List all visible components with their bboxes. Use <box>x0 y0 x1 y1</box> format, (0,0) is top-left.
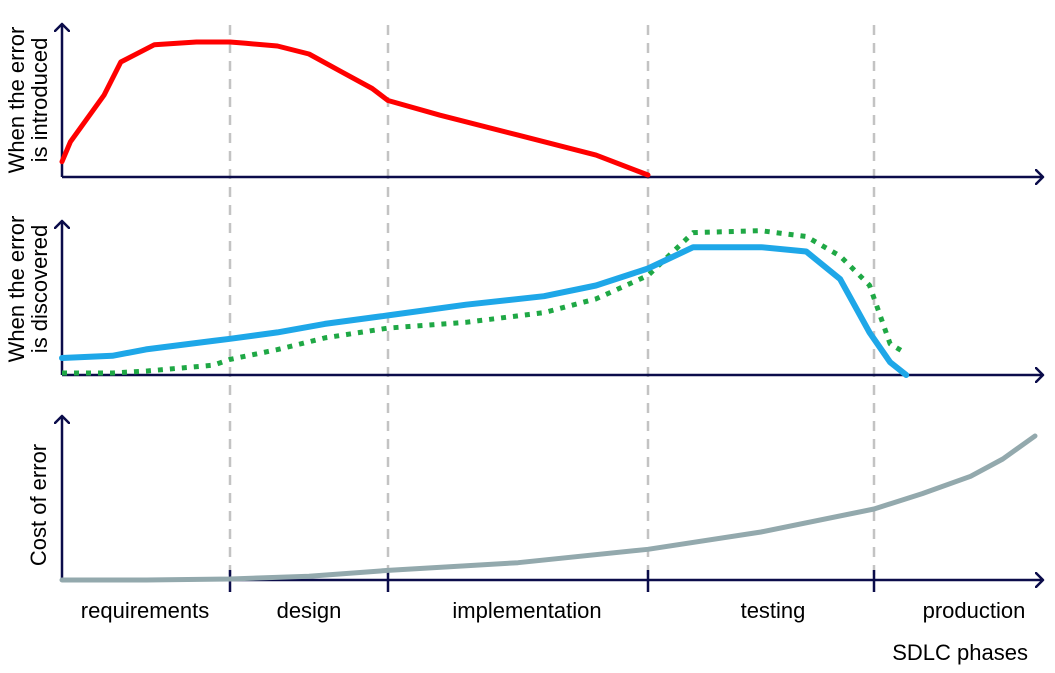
middle-ylabel-line1: When the error <box>4 216 29 363</box>
middle-ylabel-line2: is discovered <box>27 225 52 353</box>
error-discovered-solid-line <box>59 244 910 378</box>
error-introduced-line <box>59 39 651 178</box>
phase-label-implementation: implementation <box>452 598 601 623</box>
top-ylabel-line1: When the error <box>4 27 29 174</box>
phase-label-production: production <box>923 598 1026 623</box>
x-axis-label: SDLC phases <box>892 640 1028 665</box>
bottom-ylabel: Cost of error <box>26 444 51 566</box>
axes <box>62 24 1043 580</box>
cost-of-error-line <box>59 433 1038 583</box>
phase-dividers <box>228 25 876 580</box>
top-ylabel-line2: is introduced <box>27 38 52 163</box>
phase-label-testing: testing <box>741 598 806 623</box>
phase-label-requirements: requirements <box>81 598 209 623</box>
phase-label-design: design <box>277 598 342 623</box>
